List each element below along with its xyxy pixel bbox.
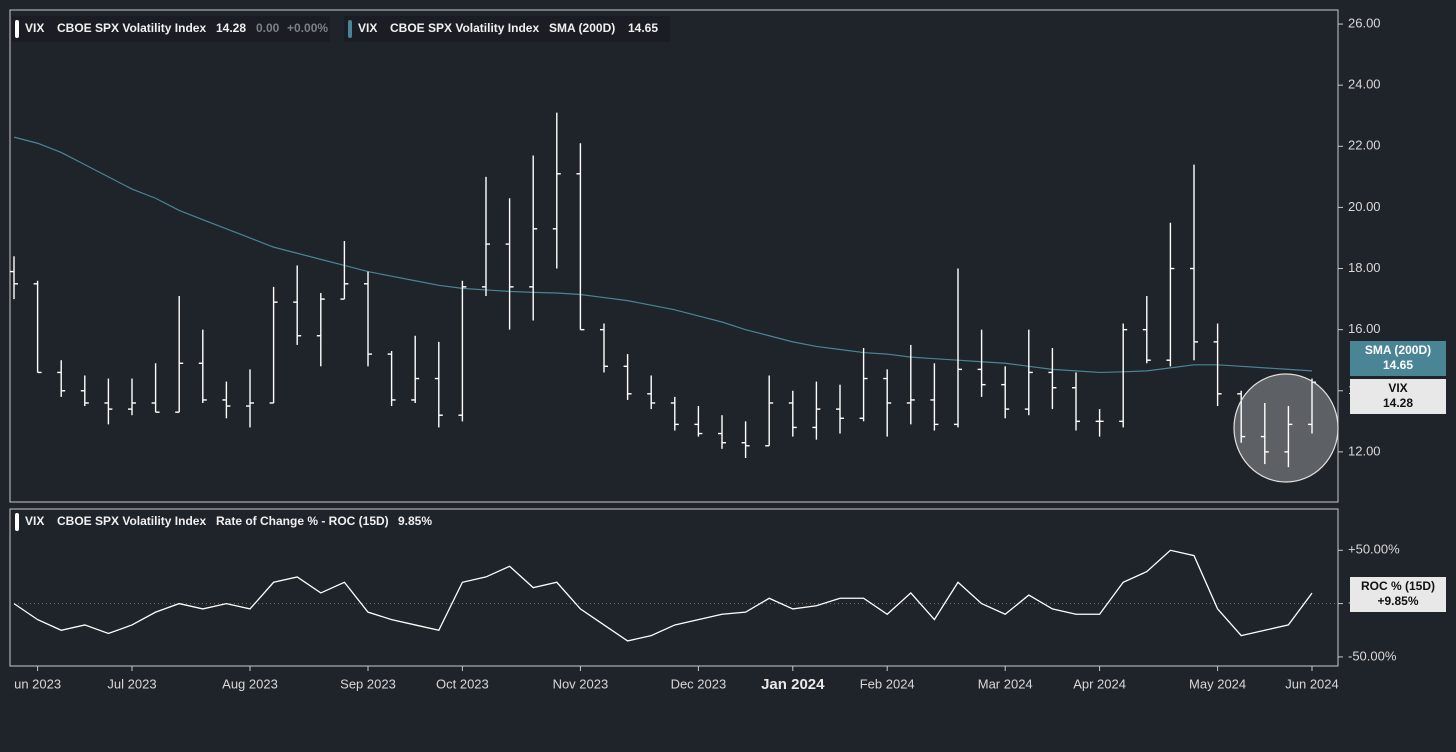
legend-name: CBOE SPX Volatility Index	[57, 514, 206, 528]
roc-legend: VIX CBOE SPX Volatility Index Rate of Ch…	[15, 513, 432, 531]
x-tick-label: Apr 2024	[1073, 676, 1126, 691]
legend-value: 14.65	[628, 21, 658, 35]
highlight-ellipse	[1233, 373, 1339, 483]
legend-name: CBOE SPX Volatility Index	[57, 21, 206, 35]
badge-value: +9.85%	[1377, 594, 1418, 608]
badge-title: VIX	[1388, 381, 1407, 395]
x-tick-label: un 2023	[14, 676, 61, 691]
main-pane	[9, 9, 1339, 503]
legend-symbol: VIX	[358, 21, 377, 35]
legend-marker	[15, 513, 19, 531]
x-tick-label: Oct 2023	[436, 676, 489, 691]
legend-box	[12, 16, 330, 42]
legend-indicator: Rate of Change % - ROC (15D)	[216, 514, 389, 528]
y-tick-label: 20.00	[1348, 199, 1381, 214]
y-tick-label: 24.00	[1348, 77, 1381, 92]
x-tick-label: Mar 2024	[978, 676, 1033, 691]
x-tick-label: May 2024	[1189, 676, 1246, 691]
badge-value: 14.65	[1383, 358, 1413, 372]
y-tick-label: 12.00	[1348, 443, 1381, 458]
y-tick-label: 18.00	[1348, 260, 1381, 275]
legend-marker	[15, 20, 19, 38]
price-badge	[1350, 577, 1446, 612]
y-tick-label: +50.00%	[1348, 542, 1400, 557]
y-tick-label: 16.00	[1348, 321, 1381, 336]
y-tick-label: -50.00%	[1348, 648, 1397, 663]
legend-change-pct: +0.00%	[287, 21, 328, 35]
price-badge	[1350, 341, 1446, 376]
badge-title: ROC % (15D)	[1361, 579, 1435, 593]
price-badge	[1350, 379, 1446, 414]
x-tick-label: Sep 2023	[340, 676, 396, 691]
legend-value: 9.85%	[398, 514, 432, 528]
x-tick-label: Nov 2023	[553, 676, 609, 691]
x-tick-label: Aug 2023	[222, 676, 278, 691]
legend-marker	[348, 20, 352, 38]
x-tick-label: Jul 2023	[107, 676, 156, 691]
legend-box	[344, 16, 670, 42]
badge-value: 14.28	[1383, 396, 1413, 410]
x-tick-label: Jun 2024	[1285, 676, 1339, 691]
y-tick-label: 22.00	[1348, 138, 1381, 153]
x-tick-label: Feb 2024	[860, 676, 915, 691]
legend-name: CBOE SPX Volatility Index	[390, 21, 539, 35]
roc-pane	[9, 508, 1339, 667]
y-tick-label: 26.00	[1348, 15, 1381, 30]
roc-line	[13, 549, 1313, 642]
legend-last: 14.28	[216, 21, 246, 35]
main-legend: VIX CBOE SPX Volatility Index 14.28 0.00…	[12, 16, 670, 42]
legend-symbol: VIX	[25, 514, 44, 528]
legend-indicator: SMA (200D)	[549, 21, 615, 35]
x-tick-label: Dec 2023	[671, 676, 727, 691]
badge-title: SMA (200D)	[1365, 343, 1431, 357]
x-tick-label: Jan 2024	[761, 676, 825, 693]
sma-line	[13, 136, 1313, 374]
legend-symbol: VIX	[25, 21, 44, 35]
legend-change: 0.00	[256, 21, 280, 35]
